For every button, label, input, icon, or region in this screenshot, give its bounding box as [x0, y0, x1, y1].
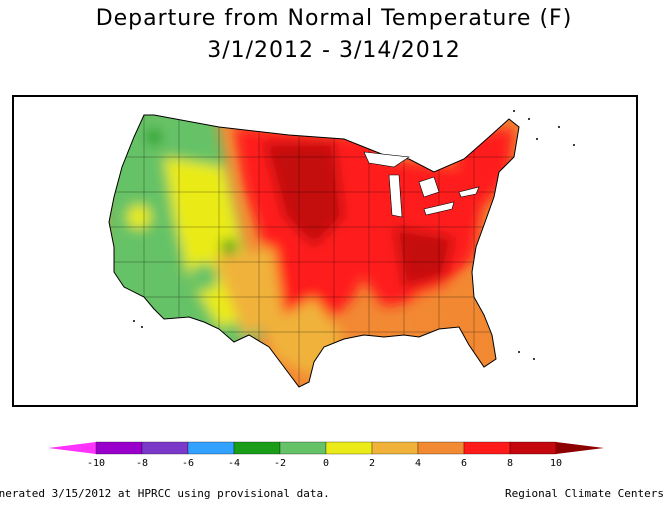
legend-tick-label: -6 [182, 458, 194, 468]
legend-swatch [187, 441, 235, 455]
us-temperature-map [108, 110, 575, 388]
legend-tick-label: 0 [323, 458, 329, 468]
legend-tick-label: 2 [369, 458, 375, 468]
legend-swatch [279, 441, 327, 455]
legend-tick-label: -2 [274, 458, 286, 468]
legend-arrow-high [556, 442, 604, 454]
coastal-islands [133, 110, 575, 360]
legend-tick-label: 6 [461, 458, 467, 468]
legend: -10 -8 -6 -4 -2 0 2 4 6 8 10 [48, 441, 604, 468]
legend-arrow-low [48, 442, 96, 454]
legend-tick-label: -4 [228, 458, 240, 468]
great-lakes [363, 151, 480, 218]
legend-swatch [417, 441, 465, 455]
date-range: 3/1/2012 - 3/14/2012 [207, 38, 461, 63]
legend-swatch [463, 441, 511, 455]
legend-swatch [233, 441, 281, 455]
anomaly-field [109, 115, 519, 387]
legend-swatch [371, 441, 419, 455]
legend-swatch [325, 441, 373, 455]
footer-right-note: Regional Climate Centers [505, 487, 664, 500]
legend-tick-label: -8 [136, 458, 148, 468]
legend-swatch [141, 441, 189, 455]
legend-tick-label: 4 [415, 458, 421, 468]
map-frame [12, 95, 638, 407]
legend-tick-label: 10 [550, 458, 562, 468]
legend-tick-label: 8 [507, 458, 513, 468]
map-title: Departure from Normal Temperature (F) [95, 6, 573, 31]
legend-tick-label: -10 [87, 458, 105, 468]
legend-swatch [95, 441, 143, 455]
legend-swatch [509, 441, 557, 455]
footer-left-note: enerated 3/15/2012 at HPRCC using provis… [0, 487, 330, 500]
